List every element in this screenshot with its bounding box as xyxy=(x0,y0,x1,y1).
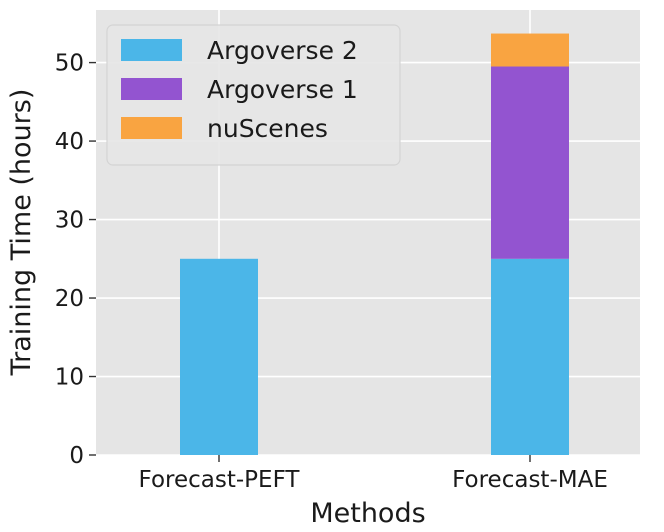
bar-segment xyxy=(491,33,569,67)
y-tick-label: 0 xyxy=(69,443,84,469)
x-tick-label: Forecast-MAE xyxy=(452,467,608,493)
legend-swatch xyxy=(121,117,182,139)
x-axis-title: Methods xyxy=(310,498,425,529)
y-tick-label: 20 xyxy=(55,286,84,312)
legend-label: Argoverse 2 xyxy=(207,36,358,65)
y-tick-label: 50 xyxy=(55,51,84,77)
x-axis: Forecast-PEFT Forecast-MAE xyxy=(139,455,608,493)
legend-swatch xyxy=(121,39,182,61)
legend-swatch xyxy=(121,78,182,100)
y-tick-label: 40 xyxy=(55,129,84,155)
y-axis-title: Training Time (hours) xyxy=(6,89,37,377)
x-tick-label: Forecast-PEFT xyxy=(139,467,301,493)
y-tick-label: 10 xyxy=(55,365,84,391)
bars xyxy=(180,33,569,455)
y-axis: 0 10 20 30 40 50 xyxy=(55,51,96,469)
bar-segment xyxy=(491,258,569,455)
y-tick-label: 30 xyxy=(55,208,84,234)
legend-label: nuScenes xyxy=(207,114,328,143)
legend: Argoverse 2 Argoverse 1 nuScenes xyxy=(106,24,401,166)
bar-segment xyxy=(491,66,569,259)
bar-segment xyxy=(180,258,258,455)
legend-label: Argoverse 1 xyxy=(207,75,358,104)
